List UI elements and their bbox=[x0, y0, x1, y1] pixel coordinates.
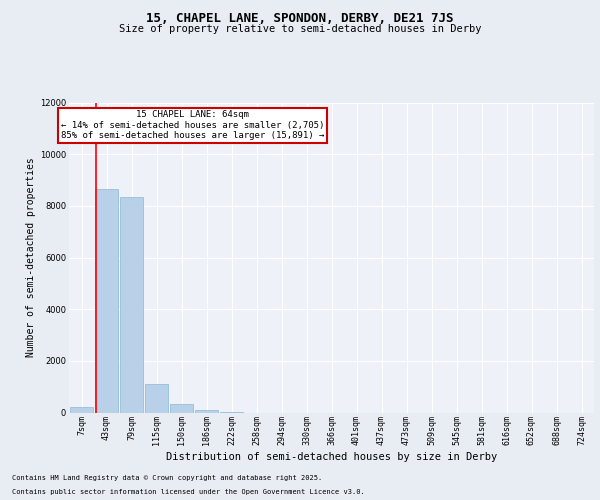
Text: 15, CHAPEL LANE, SPONDON, DERBY, DE21 7JS: 15, CHAPEL LANE, SPONDON, DERBY, DE21 7J… bbox=[146, 12, 454, 26]
Bar bbox=[195, 410, 218, 412]
Text: 15 CHAPEL LANE: 64sqm
← 14% of semi-detached houses are smaller (2,705)
85% of s: 15 CHAPEL LANE: 64sqm ← 14% of semi-deta… bbox=[61, 110, 324, 140]
Bar bbox=[170, 404, 193, 412]
Text: Contains HM Land Registry data © Crown copyright and database right 2025.: Contains HM Land Registry data © Crown c… bbox=[12, 475, 322, 481]
Text: Contains public sector information licensed under the Open Government Licence v3: Contains public sector information licen… bbox=[12, 489, 365, 495]
Bar bbox=[70, 408, 93, 412]
X-axis label: Distribution of semi-detached houses by size in Derby: Distribution of semi-detached houses by … bbox=[166, 452, 497, 462]
Text: Size of property relative to semi-detached houses in Derby: Size of property relative to semi-detach… bbox=[119, 24, 481, 34]
Bar bbox=[120, 197, 143, 412]
Bar bbox=[95, 189, 118, 412]
Bar bbox=[145, 384, 168, 412]
Y-axis label: Number of semi-detached properties: Number of semi-detached properties bbox=[26, 158, 36, 358]
